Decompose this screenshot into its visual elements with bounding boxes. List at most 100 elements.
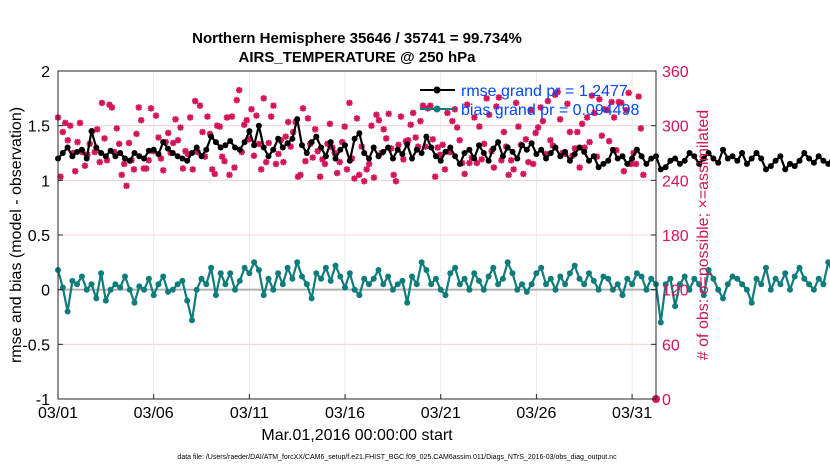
obs-count-marker: [265, 139, 272, 147]
bias-point: [782, 270, 789, 277]
rmse-point: [796, 157, 803, 164]
bias-point: [624, 275, 631, 282]
rmse-point: [619, 153, 626, 160]
rmse-point: [657, 166, 664, 173]
bias-point: [232, 286, 238, 293]
rmse-point: [380, 148, 387, 155]
obs-count-marker-stroke: [125, 139, 133, 147]
obs-count-marker-stroke: [231, 164, 238, 171]
obs-count-marker: [382, 135, 390, 142]
bias-point: [552, 286, 559, 293]
bias-point: [332, 262, 339, 269]
obs-count-marker: [566, 128, 574, 136]
obs-count-marker: [130, 166, 138, 173]
obs-count-marker-stroke: [368, 122, 375, 129]
obs-count-marker: [365, 160, 373, 168]
bias-point: [251, 259, 258, 266]
obs-count-marker: [407, 121, 414, 128]
obs-count-marker: [351, 175, 358, 182]
legend: rmse grand pr = 1.2477 bias grand pr = 0…: [420, 83, 639, 119]
obs-count-marker-stroke: [101, 135, 108, 142]
bias-point: [366, 281, 372, 288]
bias-point: [141, 286, 148, 293]
obs-count-marker: [412, 134, 419, 141]
obs-count-marker-stroke: [113, 125, 120, 132]
legend-bias-label: bias grand pr = 0.094498: [461, 102, 639, 119]
obs-count-marker-stroke: [59, 129, 66, 136]
obs-count-marker: [258, 166, 265, 173]
rmse-point: [126, 157, 133, 164]
rmse-point: [595, 164, 602, 171]
obs-count-marker-stroke: [370, 174, 377, 181]
bias-point: [179, 277, 186, 284]
obs-count-marker: [280, 158, 287, 166]
obs-count-marker: [302, 158, 309, 165]
obs-count-marker: [471, 114, 478, 121]
bias-point: [227, 270, 234, 277]
bias-point: [595, 286, 602, 293]
bias-point: [715, 286, 722, 293]
rmse-point: [78, 146, 85, 153]
bias-point: [246, 270, 253, 277]
obs-count-marker-stroke: [160, 167, 167, 174]
bias-point: [643, 286, 650, 293]
obs-count-marker: [299, 105, 307, 112]
obs-count-marker: [62, 119, 69, 127]
obs-count-marker: [121, 160, 128, 168]
obs-count-marker: [138, 117, 145, 124]
chart-title: Northern Hemisphere 35646 / 35741 = 99.7…: [192, 30, 522, 47]
obs-count-marker: [576, 164, 583, 171]
obs-count-marker-stroke: [508, 157, 515, 164]
obs-count-marker-stroke: [258, 166, 265, 173]
obs-count-marker-stroke: [72, 168, 79, 175]
bias-point: [787, 286, 793, 293]
rmse-point: [69, 153, 76, 160]
bias-point: [753, 275, 760, 282]
obs-count-marker: [231, 164, 238, 171]
obs-count-marker-stroke: [432, 173, 439, 180]
obs-count-marker: [187, 114, 194, 121]
rmse-point: [485, 157, 492, 164]
rmse-point: [74, 148, 81, 155]
obs-count-marker: [189, 166, 196, 173]
obs-count-marker: [640, 171, 647, 179]
obs-count-marker-stroke: [297, 171, 304, 178]
obs-count-marker-stroke: [637, 125, 644, 132]
obs-count-marker: [98, 99, 106, 107]
bias-point: [160, 273, 167, 280]
obs-count-marker: [233, 96, 240, 104]
obs-count-marker: [608, 98, 615, 106]
obs-count-marker: [578, 120, 586, 128]
obs-count-marker: [101, 135, 108, 142]
obs-count-marker-stroke: [427, 102, 434, 109]
rmse-point: [361, 150, 368, 156]
rmse-point: [246, 128, 253, 135]
bias-point: [815, 275, 822, 282]
obs-count-marker: [145, 157, 152, 164]
rmse-point: [724, 155, 731, 162]
obs-count-marker-stroke: [361, 178, 368, 185]
rmse-point: [423, 133, 430, 140]
bias-point: [629, 281, 636, 288]
bias-point: [667, 275, 674, 282]
obs-count-marker: [532, 129, 539, 137]
rmse-point: [729, 153, 736, 160]
bias-point: [98, 270, 105, 277]
obs-count-marker-stroke: [461, 170, 468, 177]
rmse-point: [232, 144, 238, 151]
bias-point: [126, 286, 133, 293]
obs-count-marker-stroke: [123, 182, 130, 189]
rmse-point: [456, 160, 463, 167]
obs-count-marker-stroke: [598, 132, 605, 139]
rmse-point: [748, 155, 755, 162]
obs-count-marker: [94, 126, 101, 133]
obs-count-marker: [571, 145, 579, 152]
obs-count-marker: [123, 182, 130, 189]
rmse-point: [447, 144, 454, 151]
obs-count-marker-stroke: [116, 140, 123, 147]
obs-count-marker: [534, 124, 542, 131]
obs-count-marker: [632, 160, 640, 168]
obs-count-marker-stroke: [216, 123, 223, 130]
obs-count-marker: [431, 173, 439, 180]
obs-count-marker-stroke: [226, 171, 233, 178]
